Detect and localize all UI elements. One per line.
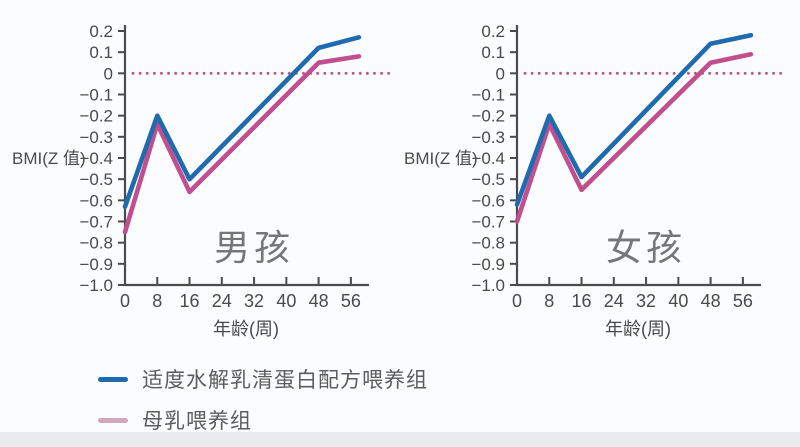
y-tick-label: −0.9 — [79, 255, 113, 274]
y-tick-label: −1.0 — [79, 276, 113, 295]
x-axis-label: 年龄(周) — [213, 319, 279, 339]
legend-item-formula-group: 适度水解乳清蛋白配方喂养组 — [98, 364, 428, 394]
x-tick-label: 0 — [120, 291, 130, 311]
y-tick-label: −0.4 — [79, 149, 113, 168]
y-tick-label: −0.1 — [79, 86, 113, 105]
legend-label-breastfed-group: 母乳喂养组 — [142, 410, 252, 433]
y-tick-label: 0.2 — [89, 22, 113, 41]
y-tick-label: −0.1 — [471, 86, 505, 105]
y-tick-label: −0.9 — [471, 255, 505, 274]
x-tick-label: 48 — [309, 291, 329, 311]
chart-title: 男孩 — [214, 227, 294, 268]
y-tick-label: −1.0 — [471, 276, 505, 295]
x-tick-label: 16 — [180, 291, 200, 311]
x-tick-label: 48 — [701, 291, 721, 311]
y-tick-label: −0.8 — [79, 234, 113, 253]
chart-svg-1: 0.2 0.1 0 −0.1 −0.2 −0.3 −0.4 −0.5 −0.6 −0.7 −0.8 −… — [404, 22, 784, 339]
x-tick-label: 16 — [572, 291, 592, 311]
y-tick-label: −0.5 — [471, 170, 505, 189]
x-tick-label: 8 — [544, 291, 554, 311]
y-tick-label: −0.7 — [471, 213, 505, 232]
y-tick-label: −0.2 — [79, 107, 113, 126]
y-tick-label: −0.6 — [79, 191, 113, 210]
legend-item-breastfed-group: 母乳喂养组 — [98, 405, 428, 435]
formula-line-swatch — [98, 376, 128, 382]
x-tick-label: 8 — [152, 291, 162, 311]
x-tick-label: 32 — [636, 291, 656, 311]
x-axis-label: 年龄(周) — [605, 319, 671, 339]
y-tick-label: −0.4 — [471, 149, 505, 168]
x-tick-label: 56 — [341, 291, 361, 311]
y-tick-label: −0.6 — [471, 191, 505, 210]
chart-boys: 0.2 0.1 0 −0.1 −0.2 −0.3 −0.4 −0.5 −0.6 −0.7 −0.8 −… — [2, 0, 402, 350]
chart-svg-0: 0.2 0.1 0 −0.1 −0.2 −0.3 −0.4 −0.5 −0.6 −0.7 −0.8 −… — [12, 22, 392, 339]
series-line-breast_pink — [122, 54, 362, 235]
legend: 适度水解乳清蛋白配方喂养组 母乳喂养组 — [98, 364, 428, 435]
x-tick-label: 40 — [668, 291, 688, 311]
legend-label-formula-group: 适度水解乳清蛋白配方喂养组 — [142, 369, 428, 392]
y-tick-label: −0.8 — [471, 234, 505, 253]
x-tick-label: 32 — [244, 291, 264, 311]
y-tick-label: 0.2 — [481, 22, 505, 41]
chart-title: 女孩 — [606, 227, 686, 268]
x-tick-label: 24 — [212, 291, 232, 311]
series-line-breast_pink — [514, 51, 754, 224]
y-tick-label: 0 — [496, 64, 505, 83]
y-tick-label: −0.2 — [471, 107, 505, 126]
x-tick-label: 24 — [604, 291, 624, 311]
y-tick-label: −0.7 — [79, 213, 113, 232]
y-axis-label: BMI(Z 值) — [12, 149, 86, 168]
x-tick-label: 56 — [733, 291, 753, 311]
series-line-formula_blue — [122, 34, 362, 209]
y-axis-label: BMI(Z 值) — [404, 149, 478, 168]
footer-band — [0, 432, 800, 447]
y-tick-label: −0.3 — [471, 128, 505, 147]
series-line-formula_blue — [514, 32, 754, 207]
y-tick-label: 0.1 — [481, 43, 505, 62]
chart-girls: 0.2 0.1 0 −0.1 −0.2 −0.3 −0.4 −0.5 −0.6 −0.7 −0.8 −… — [394, 0, 794, 350]
y-tick-label: −0.5 — [79, 170, 113, 189]
breastfed-line-swatch — [98, 417, 128, 423]
y-tick-label: 0 — [104, 64, 113, 83]
x-tick-label: 0 — [512, 291, 522, 311]
y-tick-label: −0.3 — [79, 128, 113, 147]
x-tick-label: 40 — [276, 291, 296, 311]
y-tick-label: 0.1 — [89, 43, 113, 62]
